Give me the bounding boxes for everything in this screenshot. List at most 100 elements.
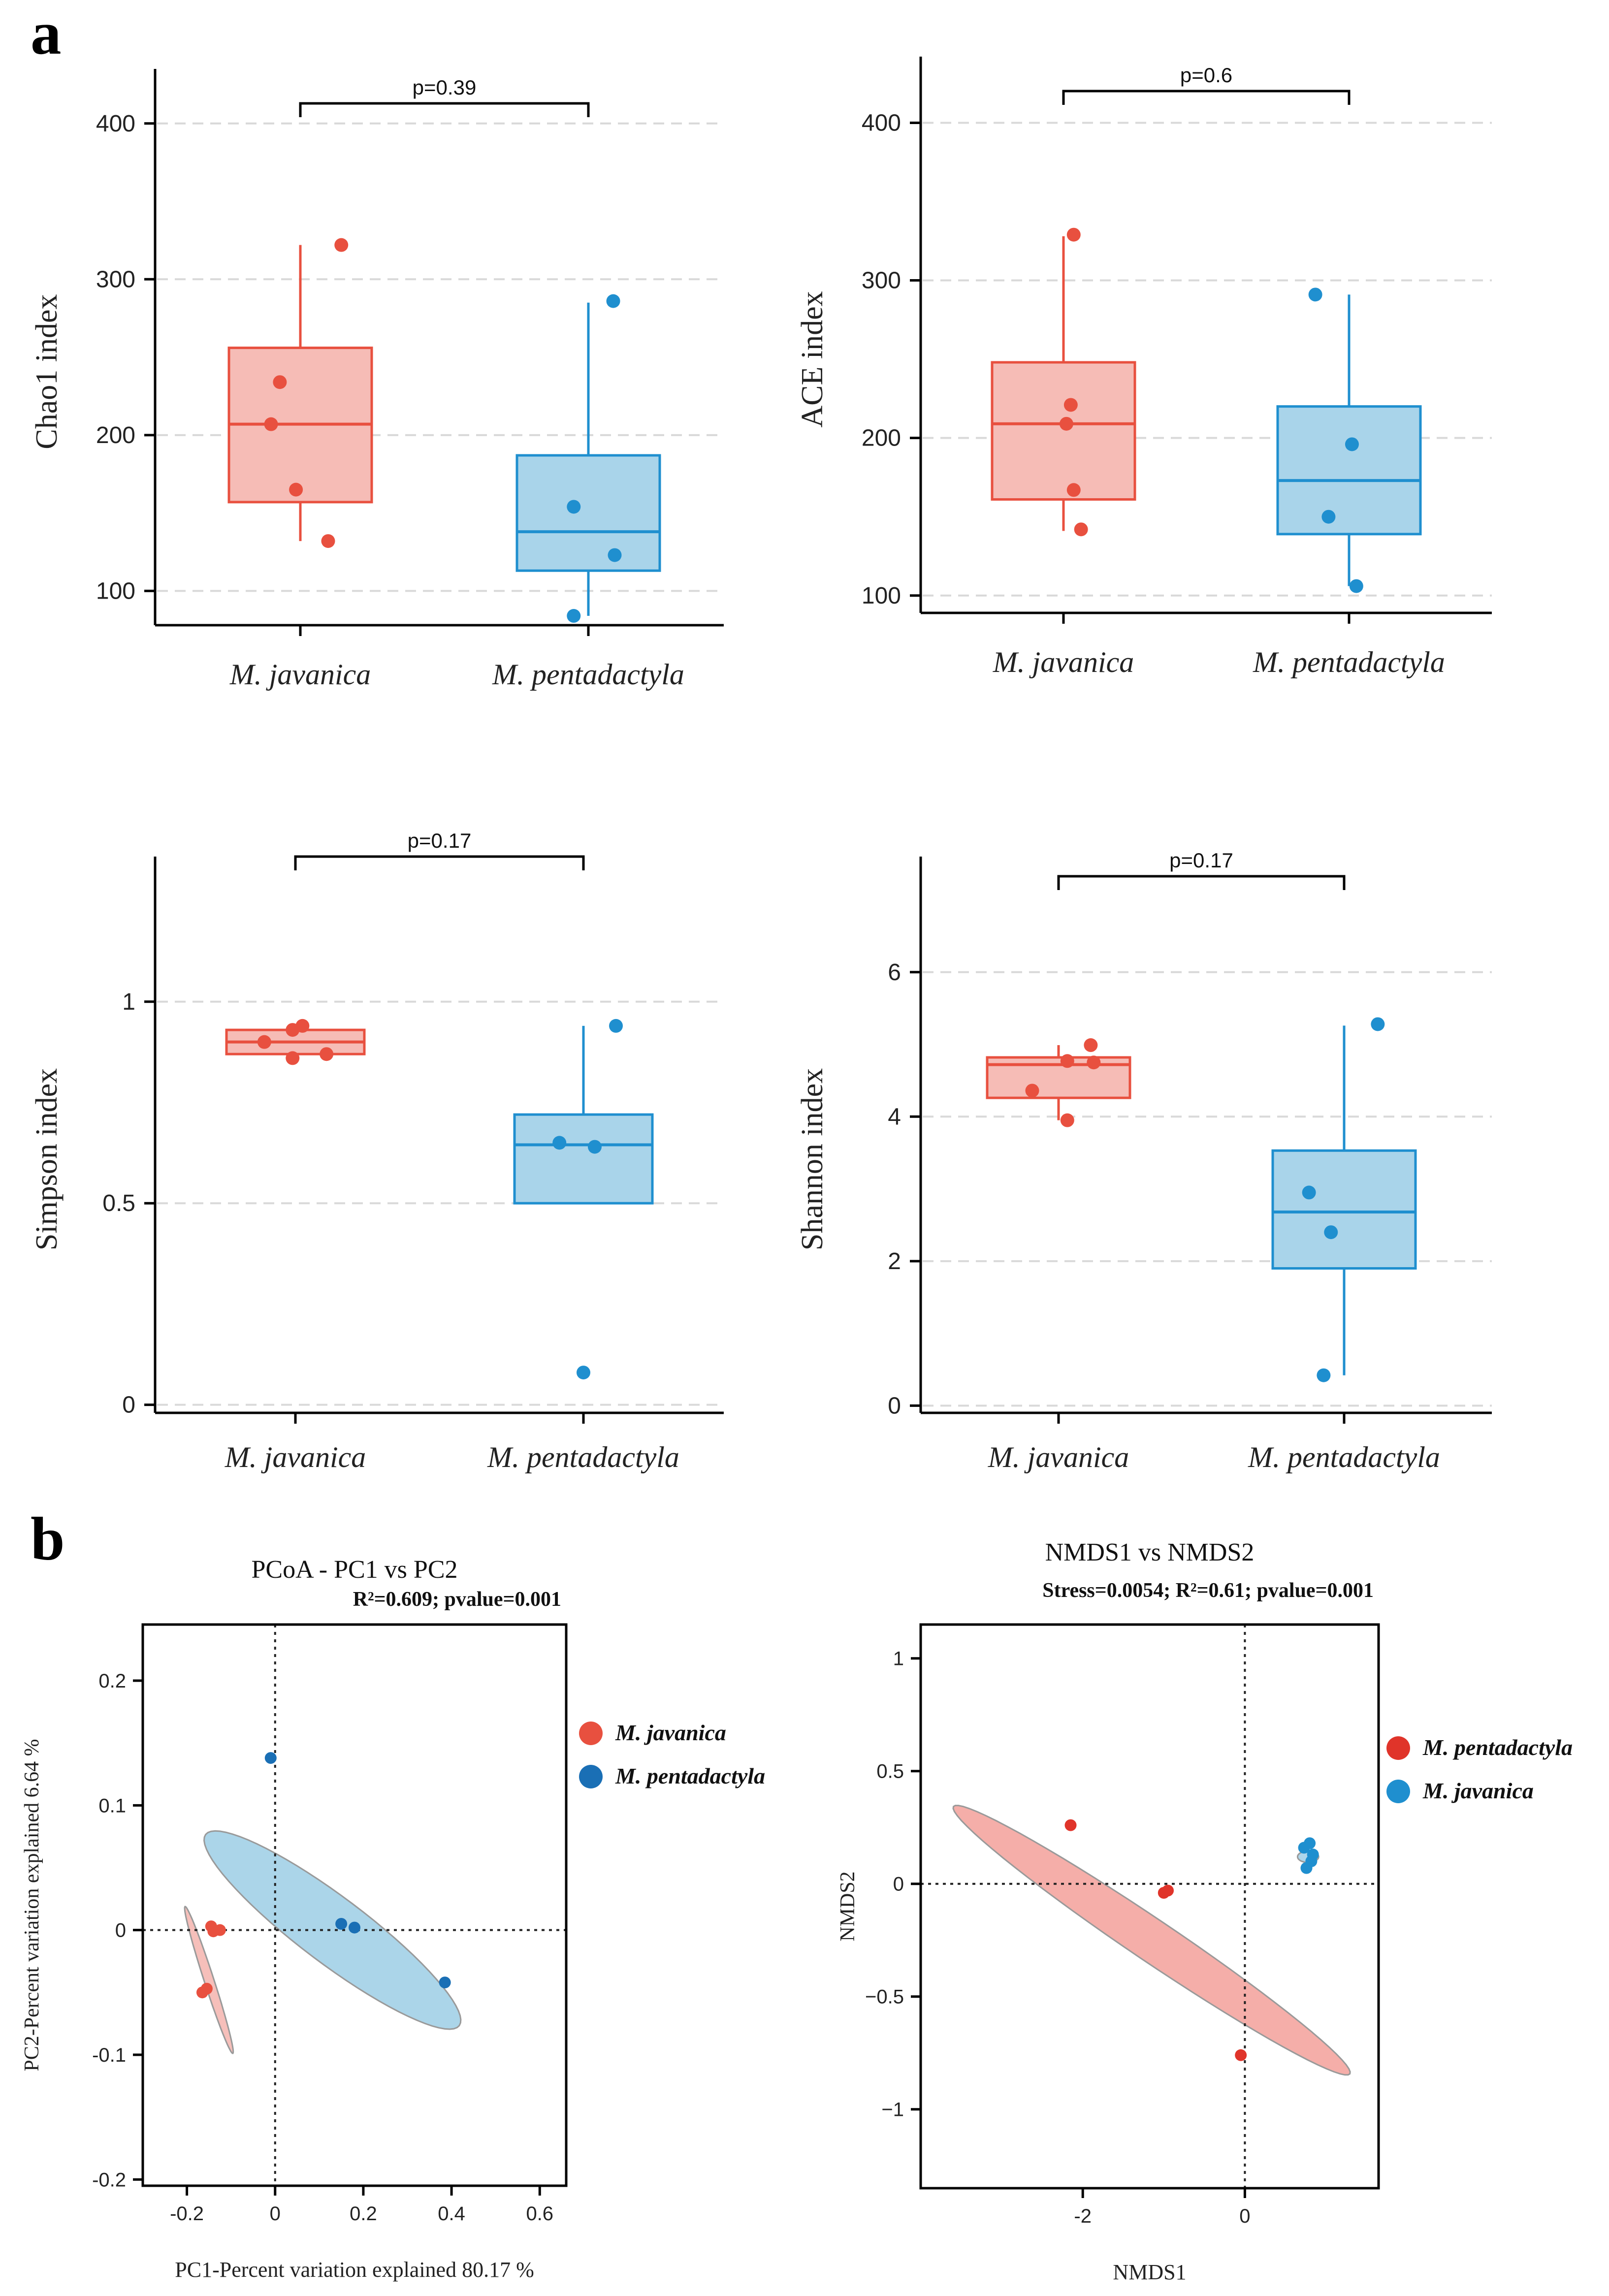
chao1-significance-bracket: [299, 102, 590, 117]
ace-m-pentadactyla-point: [1349, 579, 1363, 593]
ace-ytick-label: 100: [862, 583, 901, 609]
nmds-m-pentadactyla-ellipse: [952, 1805, 1351, 2076]
ace-m-javanica-point: [1059, 416, 1073, 431]
chao1-m-javanica-point: [334, 238, 349, 252]
ace-category-label: M. pentadactyla: [1253, 646, 1445, 678]
shannon-y-label: Shannon index: [796, 1068, 829, 1250]
shannon-m-pentadactyla-box: [1271, 1149, 1417, 1270]
shannon-m-pentadactyla-point: [1324, 1225, 1338, 1240]
nmds-plot-frame: [919, 1623, 1380, 2190]
ace-chart: 100 200 300 400 M. javanica M. pentadactyla AC…: [796, 57, 1492, 678]
ace-ytick-label: 400: [862, 110, 901, 136]
shannon-p-value: p=0.17: [1169, 849, 1233, 872]
nmds-ytick-label: 0.5: [876, 1761, 904, 1783]
pcoa-legend-label: M. javanica: [615, 1720, 726, 1745]
shannon-chart: 0 2 4 6 M. javanica M. pentadactyla Shannon in…: [796, 849, 1492, 1473]
pcoa-plot-frame: [141, 1623, 568, 2187]
shannon-ytick-label: 0: [888, 1393, 901, 1419]
nmds-legend-marker: [1386, 1780, 1410, 1803]
nmds-legend-marker: [1386, 1736, 1410, 1760]
nmds-m-pentadactyla-point: [1162, 1884, 1174, 1897]
pcoa-m-pentadactyla-ellipse: [203, 1830, 462, 2030]
simpson-m-pentadactyla-point: [609, 1019, 623, 1033]
chao1-m-javanica-point: [264, 417, 278, 431]
pcoa-xtick-label: 0.6: [526, 2203, 553, 2225]
pcoa-y-label: PC2-Percent variation explained 6.64 %: [21, 1739, 43, 2071]
chao1-chart: 100 200 300 400 M. javanica M. pentadactyla Ch…: [30, 69, 724, 691]
shannon-m-pentadactyla-point: [1317, 1368, 1331, 1382]
simpson-ytick-label: 0.5: [102, 1190, 135, 1216]
pcoa-m-pentadactyla-point: [439, 1977, 451, 1989]
ace-category-label: M. javanica: [993, 646, 1134, 678]
simpson-m-javanica-point: [286, 1051, 300, 1065]
chao1-m-javanica-point: [289, 482, 303, 497]
shannon-m-javanica-point: [1025, 1084, 1039, 1098]
nmds-m-pentadactyla-point: [1064, 1819, 1077, 1831]
chao1-m-pentadactyla-point: [606, 294, 620, 308]
ace-m-pentadactyla-box: [1276, 405, 1422, 536]
simpson-m-javanica-point: [257, 1035, 271, 1049]
pcoa-ytick-label: 0.1: [98, 1795, 126, 1817]
pcoa-m-javanica-ellipse: [184, 1906, 234, 2054]
chao1-category-label: M. javanica: [229, 658, 371, 691]
nmds-ytick-label: −1: [881, 2099, 904, 2121]
simpson-category-label: M. pentadactyla: [487, 1441, 679, 1473]
chao1-m-javanica-point: [321, 534, 335, 548]
ace-p-value: p=0.6: [1180, 64, 1232, 87]
simpson-m-javanica-point: [286, 1023, 300, 1037]
ace-m-javanica-point: [1066, 227, 1081, 242]
chao1-y-label: Chao1 index: [30, 294, 64, 449]
simpson-ytick-label: 1: [122, 989, 135, 1015]
simpson-category-label: M. javanica: [225, 1441, 366, 1473]
nmds-chart: NMDS1 vs NMDS2 Stress=0.0054; R²=0.61; pv…: [837, 1538, 1573, 2284]
simpson-m-javanica-point: [320, 1047, 334, 1061]
ace-ytick-label: 300: [862, 268, 901, 294]
pcoa-ytick-label: -0.2: [92, 2169, 126, 2191]
pcoa-annotation: R²=0.609; pvalue=0.001: [353, 1588, 561, 1611]
nmds-annotation: Stress=0.0054; R²=0.61; pvalue=0.001: [1042, 1579, 1374, 1602]
nmds-xtick-label: -2: [1074, 2205, 1092, 2227]
pcoa-ytick-label: 0.2: [98, 1670, 126, 1692]
ace-m-pentadactyla-point: [1308, 287, 1322, 302]
nmds-ytick-label: 0: [893, 1874, 904, 1895]
chao1-m-javanica-point: [273, 375, 287, 389]
nmds-y-label: NMDS2: [837, 1871, 859, 1941]
pcoa-legend-marker: [579, 1765, 603, 1788]
shannon-category-label: M. javanica: [988, 1441, 1129, 1473]
nmds-x-label: NMDS1: [1113, 2260, 1186, 2284]
shannon-ytick-label: 4: [888, 1104, 901, 1130]
pcoa-legend-label: M. pentadactyla: [615, 1763, 765, 1788]
chao1-ytick-label: 400: [96, 111, 135, 137]
nmds-xtick-label: 0: [1239, 2205, 1250, 2227]
panel-a-label: a: [31, 0, 62, 67]
pcoa-chart: PCoA - PC1 vs PC2 R²=0.609; pvalue=0.001 -…: [21, 1556, 765, 2282]
pcoa-xtick-label: -0.2: [170, 2203, 204, 2225]
simpson-m-pentadactyla-point: [587, 1140, 602, 1154]
nmds-m-javanica-point: [1304, 1837, 1316, 1850]
chao1-category-label: M. pentadactyla: [492, 658, 684, 691]
shannon-ytick-label: 6: [888, 959, 901, 986]
nmds-ytick-label: 1: [893, 1648, 904, 1670]
ace-m-pentadactyla-point: [1321, 510, 1336, 524]
chao1-ytick-label: 200: [96, 422, 135, 448]
chao1-m-pentadactyla-point: [567, 609, 581, 623]
simpson-m-pentadactyla-point: [552, 1136, 567, 1150]
shannon-ytick-label: 2: [888, 1248, 901, 1275]
shannon-category-label: M. pentadactyla: [1248, 1441, 1440, 1473]
nmds-ytick-label: −0.5: [865, 1986, 904, 2008]
ace-m-pentadactyla-point: [1345, 437, 1359, 451]
panel-b-label: b: [31, 1505, 65, 1573]
nmds-m-pentadactyla-point: [1235, 2049, 1247, 2061]
simpson-p-value: p=0.17: [408, 829, 472, 852]
pcoa-legend-marker: [579, 1722, 603, 1745]
shannon-m-javanica-point: [1087, 1055, 1101, 1070]
pcoa-m-javanica-point: [214, 1924, 226, 1936]
shannon-m-pentadactyla-point: [1371, 1017, 1385, 1031]
nmds-m-javanica-point: [1300, 1862, 1313, 1874]
pcoa-xtick-label: 0.2: [350, 2203, 377, 2225]
chao1-m-pentadactyla-point: [567, 500, 581, 514]
pcoa-ytick-label: 0: [115, 1920, 126, 1942]
nmds-title: NMDS1 vs NMDS2: [1045, 1538, 1255, 1566]
simpson-m-pentadactyla-point: [577, 1366, 590, 1380]
